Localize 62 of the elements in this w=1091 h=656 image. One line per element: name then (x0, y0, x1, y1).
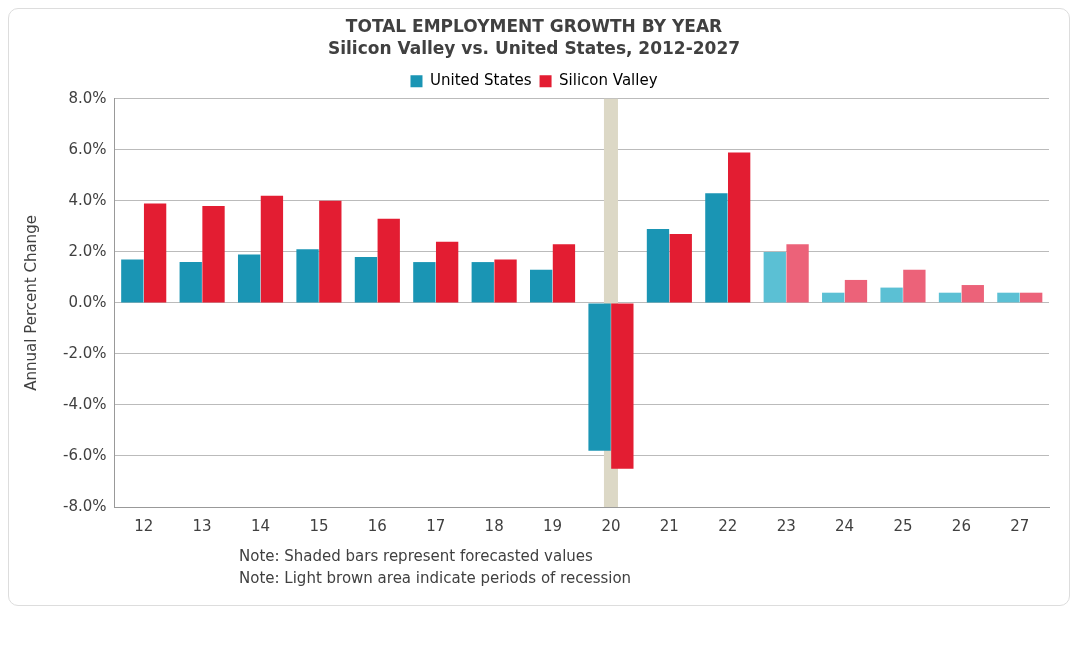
bar (786, 244, 809, 303)
bar (143, 203, 167, 303)
y-tick-label: 8.0% (68, 88, 107, 107)
bar (903, 269, 926, 303)
x-tick-label: 23 (776, 516, 796, 535)
x-tick-label: 16 (367, 516, 387, 535)
bar (179, 262, 202, 303)
bar (646, 228, 670, 303)
bar (1020, 292, 1043, 303)
bar (121, 259, 144, 303)
bar (997, 292, 1020, 303)
bar (354, 256, 378, 303)
bar (669, 234, 692, 303)
bar (728, 152, 751, 303)
chart-subtitle: Silicon Valley vs. United States, 2012-2027 (327, 38, 741, 59)
bar (763, 251, 786, 303)
bar (435, 241, 459, 303)
bar (260, 195, 284, 303)
bar (202, 205, 225, 303)
bar (471, 262, 494, 303)
text: Note: Light brown area indicate periods of recession (239, 568, 633, 589)
bar (494, 259, 517, 303)
bar (319, 200, 342, 303)
x-tick-label: 24 (835, 516, 855, 535)
y-tick-label: -6.0% (62, 445, 107, 464)
x-tick-label: 27 (1010, 516, 1030, 535)
y-tick-label: -8.0% (62, 496, 107, 515)
x-tick-label: 26 (951, 516, 971, 535)
x-tick-label: 22 (718, 516, 738, 535)
bar (237, 254, 261, 303)
bar (822, 292, 845, 303)
text: Note: Shaded bars represent forecasted values (239, 546, 594, 567)
y-tick-label: 2.0% (68, 241, 107, 260)
y-tick-label: 0.0% (68, 292, 107, 311)
bar (938, 292, 962, 303)
y-axis-title: Annual Percent Change (21, 215, 40, 391)
y-tick-label: -4.0% (62, 394, 107, 413)
x-tick-label: 19 (543, 516, 563, 535)
x-tick-label: 21 (659, 516, 679, 535)
x-tick-label: 14 (250, 516, 271, 535)
bar (552, 244, 576, 303)
x-tick-label: 20 (601, 516, 621, 535)
chart-title: TOTAL EMPLOYMENT GROWTH BY YEAR (345, 15, 723, 36)
x-tick-label: 15 (309, 516, 329, 535)
x-tick-label: 12 (134, 516, 154, 535)
x-tick-label: 18 (484, 516, 504, 535)
bar (961, 285, 984, 303)
bar (880, 287, 903, 303)
y-tick-label: 4.0% (68, 190, 107, 209)
x-tick-label: 17 (426, 516, 446, 535)
legend-label: Silicon Valley (559, 71, 658, 90)
y-tick-label: -2.0% (62, 343, 107, 362)
legend-label: United States (429, 71, 532, 90)
x-tick-label: 13 (192, 516, 212, 535)
bar (530, 269, 553, 303)
bar (377, 218, 400, 303)
bar (844, 279, 868, 303)
bar (296, 249, 319, 303)
x-tick-label: 25 (893, 516, 913, 535)
bar (705, 193, 728, 303)
bar (413, 262, 436, 303)
y-tick-label: 6.0% (68, 139, 107, 158)
